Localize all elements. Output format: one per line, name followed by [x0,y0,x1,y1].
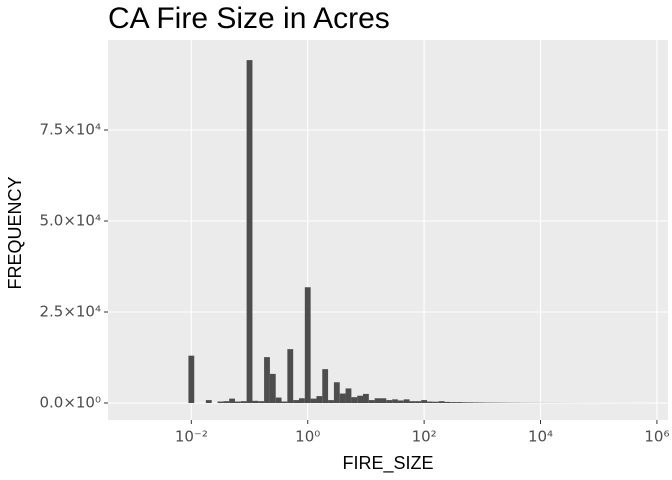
bar [246,60,253,404]
bar [380,398,387,404]
chart-title: CA Fire Size in Acres [108,2,390,35]
bar [240,401,247,404]
y-tick-label: 5.0×10⁴ [39,212,101,230]
bar [333,382,340,404]
bar [275,397,282,404]
y-tick-label: 0.0×10⁰ [39,394,101,412]
panel [108,40,668,420]
bar [363,393,369,404]
bar [322,369,329,404]
bar [223,401,230,404]
bar [415,401,422,404]
bar [328,400,334,404]
bar [392,399,398,404]
bar [368,400,375,404]
x-tick-label: 10⁰ [295,428,320,446]
bar [403,399,410,404]
bar [188,355,195,404]
bar [461,402,468,404]
bar [438,401,445,404]
bar [234,401,241,404]
x-tick-label: 10⁻² [175,428,208,446]
bar [374,398,381,404]
bar [293,400,299,404]
bar [444,401,451,404]
x-axis-label: FIRE_SIZE [342,453,433,474]
bar [456,402,462,404]
bar [281,401,288,404]
bar [252,400,259,404]
bar [427,401,433,404]
bar [258,401,265,404]
bar [217,401,224,404]
bar [345,388,352,404]
bar [432,401,439,404]
bar [397,400,404,404]
bar [264,357,270,404]
bar [421,400,428,404]
bar [386,400,393,404]
bar [467,402,474,404]
y-tick-label: 2.5×10⁴ [39,303,101,321]
bar [316,396,323,404]
x-tick-label: 10⁴ [528,428,553,446]
y-axis-label: FREQUENCY [5,176,25,289]
x-tick-label: 10² [412,428,437,446]
bar [409,401,416,404]
bar [339,393,346,404]
bar [304,287,311,404]
bar [287,349,294,404]
y-tick-label: 7.5×10⁴ [39,120,101,138]
bar [269,373,276,404]
bar [298,398,305,404]
bar [357,395,364,404]
bar [310,398,317,404]
bar [473,402,480,404]
bar [229,398,235,404]
bar [450,402,457,404]
x-tick-label: 10⁶ [644,428,669,446]
bar [351,397,358,404]
bar [205,400,212,404]
